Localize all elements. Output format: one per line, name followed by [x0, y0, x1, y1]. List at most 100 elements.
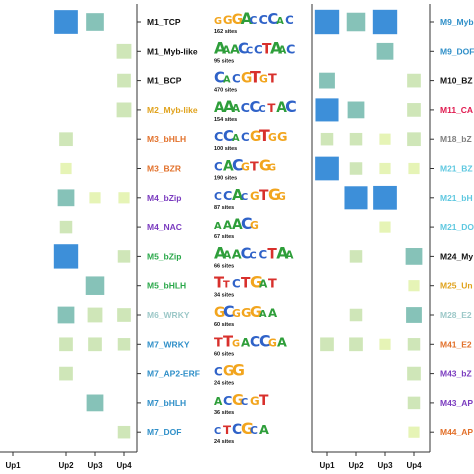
enrichment-tile [408, 162, 420, 175]
logo-letter: A [259, 278, 268, 291]
logo-letter: G [268, 163, 276, 174]
motif-label: M43_AP [440, 398, 473, 408]
x-tick-label: Up4 [406, 461, 422, 470]
motif-label: M3_BZR [147, 164, 181, 174]
logo-letter: A [232, 247, 242, 262]
enrichment-tile [407, 103, 421, 117]
motif-label: M24_My [440, 251, 473, 261]
logo-letter: T [223, 280, 230, 291]
logo-letter: A [276, 100, 287, 116]
x-tick-label: Up2 [58, 461, 74, 470]
enrichment-tile [116, 43, 132, 59]
enrichment-tile [54, 10, 78, 34]
site-count: 24 sites [214, 381, 234, 387]
sequence-logo: AAA C CC T AC [214, 97, 297, 116]
logo-letter: G [241, 161, 250, 174]
logo-letter: T [259, 188, 269, 204]
motif-label: M44_AP [440, 427, 473, 437]
motif-label: M18_bZ [440, 134, 472, 144]
logo-letter: T [259, 393, 269, 409]
logo-letter: A [268, 306, 278, 320]
enrichment-tile [379, 162, 391, 175]
logo-letter: A [241, 335, 251, 349]
logo-letter: T [250, 160, 259, 175]
enrichment-tile [347, 101, 365, 119]
enrichment-tile [379, 133, 391, 145]
site-count: 154 sites [214, 117, 237, 123]
logo-letter: G [277, 190, 286, 203]
sequence-logo: C T CGC A [214, 419, 269, 438]
enrichment-tile [406, 307, 422, 323]
logo-letter: G [259, 73, 268, 86]
x-tick-label: Up4 [116, 461, 132, 470]
motif-label: M7_WRKY [147, 339, 190, 349]
logo-letter: A [278, 43, 287, 56]
enrichment-tile [59, 132, 73, 147]
logo-letter: C [250, 14, 258, 27]
site-count: 87 sites [214, 205, 234, 211]
enrichment-tile [59, 366, 73, 381]
logo-letter: A [259, 423, 269, 438]
logo-letter: C [250, 99, 261, 116]
enrichment-tile [118, 192, 130, 204]
logo-letter: T [267, 101, 275, 115]
logo-letter: T [259, 126, 270, 145]
enrichment-tile [344, 186, 368, 210]
logo-letter: G [232, 338, 240, 349]
logo-letter: A [214, 100, 225, 116]
logo-letter: A [241, 9, 254, 28]
logo-letter: T [268, 72, 277, 87]
motif-label: M9_DOF [440, 46, 474, 56]
sequence-logo: T TG A CCG A [214, 331, 287, 350]
logo-letter: C [246, 45, 253, 56]
right-panel: M9_Myb M9_DOF M10_BZ M11_CA M18_bZ M21_BZ M21_… [311, 4, 474, 452]
enrichment-tile [314, 9, 340, 35]
sequence-logo: TT C T GA T [214, 273, 277, 292]
x-tick-label: Up3 [87, 461, 103, 470]
logo-letter: G [250, 273, 263, 292]
logo-letter: G [259, 158, 271, 175]
logo-letter: C [267, 11, 278, 28]
site-count: 470 sites [214, 88, 237, 94]
logo-letter: C [223, 128, 234, 145]
site-count: 67 sites [214, 234, 234, 240]
enrichment-tile [59, 220, 73, 234]
logo-letter: G [232, 307, 241, 320]
logo-letter: G [232, 361, 245, 380]
logo-letter: C [232, 72, 241, 86]
logo-letter: C [258, 247, 267, 261]
logo-letter: G [223, 364, 234, 380]
enrichment-tile [60, 162, 72, 175]
logo-letter: A [223, 218, 233, 232]
motif-label: M25_Un [440, 281, 473, 291]
logo-letter: C [223, 394, 232, 409]
enrichment-tile [320, 132, 334, 146]
sequence-logo: A C GC G T [214, 392, 269, 409]
logo-letter: C [214, 160, 223, 174]
enrichment-tile [57, 189, 75, 207]
logo-letter: A [223, 75, 231, 86]
logo-letter: G [250, 394, 260, 408]
left-x-axis: Up1 Up2 Up3 Up4 [0, 451, 137, 470]
logo-letter: A [223, 97, 236, 116]
logo-letter: G [241, 419, 254, 438]
motif-label: M41_E2 [440, 339, 472, 349]
motif-label: M1_Myb-like [147, 46, 198, 56]
enrichment-tile [319, 72, 335, 89]
enrichment-tile [117, 73, 131, 88]
site-count: 190 sites [214, 176, 237, 182]
enrichment-tile [315, 156, 339, 181]
motif-label: M7_DOF [147, 427, 181, 437]
enrichment-tile [117, 250, 131, 263]
motif-label: M21_DO [440, 222, 474, 232]
logo-letter: A [232, 102, 241, 115]
enrichment-tile [320, 337, 334, 352]
site-count: 100 sites [214, 146, 237, 152]
enrichment-tile [86, 394, 104, 412]
motif-label: M21_bH [440, 193, 473, 203]
motif-label: M5_bZip [147, 251, 181, 261]
enrichment-tile [315, 98, 339, 122]
